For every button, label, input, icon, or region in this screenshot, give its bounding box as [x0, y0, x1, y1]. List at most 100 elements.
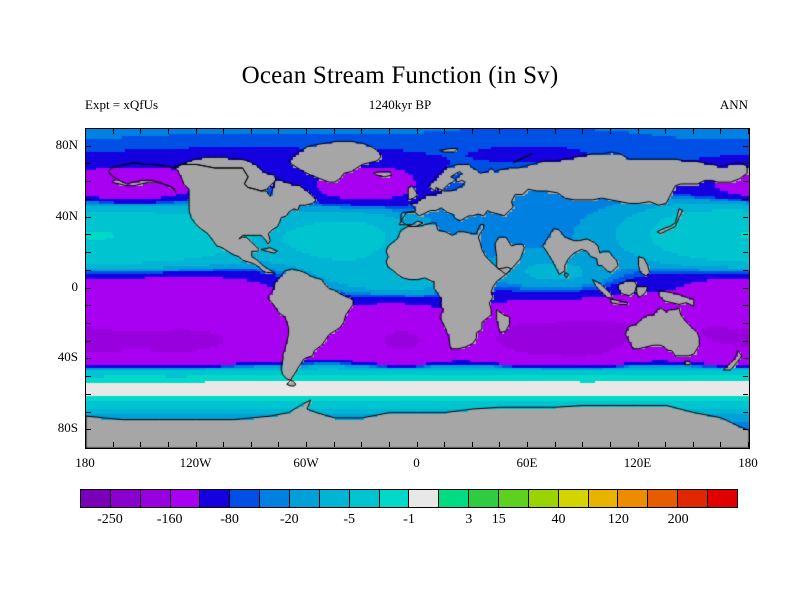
- colorbar-tick-label: -250: [97, 512, 123, 527]
- axis-tick: [554, 442, 556, 447]
- axis-tick: [86, 376, 91, 378]
- axis-tick: [444, 129, 446, 134]
- colorbar-band: [110, 490, 141, 507]
- axis-tick: [743, 411, 748, 413]
- colorbar-band: [140, 490, 171, 507]
- colorbar-tick-label: -1: [403, 512, 415, 527]
- axis-tick: [140, 442, 142, 447]
- axis-tick: [86, 269, 91, 271]
- colorbar-band: [528, 490, 559, 507]
- map-plot-area: [85, 128, 750, 449]
- axis-tick: [582, 442, 584, 447]
- axis-tick: [637, 442, 639, 447]
- longitude-tick-label: 120E: [623, 455, 652, 470]
- axis-tick: [167, 442, 169, 447]
- axis-tick: [278, 129, 280, 134]
- axis-tick: [86, 216, 91, 218]
- axis-tick: [471, 442, 473, 447]
- axis-tick: [609, 129, 611, 134]
- colorbar-band: [499, 490, 529, 507]
- axis-tick: [85, 129, 86, 134]
- axis-tick: [692, 129, 694, 134]
- axis-tick: [743, 376, 748, 378]
- colorbar: [80, 489, 738, 508]
- axis-tick: [743, 269, 748, 271]
- colorbar-band: [290, 490, 320, 507]
- page-title: Ocean Stream Function (in Sv): [241, 62, 559, 89]
- colorbar-band: [260, 490, 291, 507]
- colorbar-band: [81, 490, 111, 507]
- axis-tick: [167, 129, 169, 134]
- axis-tick: [527, 129, 528, 134]
- colorbar-band: [230, 490, 261, 507]
- axis-tick: [743, 340, 748, 342]
- axis-tick: [748, 129, 749, 134]
- axis-tick: [86, 145, 91, 147]
- axis-tick: [250, 442, 252, 447]
- axis-tick: [306, 442, 307, 447]
- longitude-tick-label: 60E: [516, 455, 538, 470]
- axis-tick: [86, 411, 91, 413]
- axis-tick: [333, 129, 335, 134]
- axis-tick: [361, 442, 363, 447]
- figure-subtitle: 1240kyr BP: [368, 97, 432, 112]
- experiment-label: Expt = xQfUs: [85, 97, 159, 112]
- axis-tick: [85, 442, 86, 447]
- colorbar-band: [618, 490, 649, 507]
- axis-tick: [112, 442, 114, 447]
- axis-tick: [743, 393, 748, 395]
- axis-tick: [86, 181, 91, 183]
- axis-tick: [388, 129, 390, 134]
- longitude-tick-label: 120W: [179, 455, 212, 470]
- colorbar-tick-labels: -250 -160 -80 -20 -5 -1 3 15 40 120 200: [0, 512, 800, 534]
- axis-tick: [416, 129, 418, 134]
- latitude-tick-label: 40N: [55, 207, 78, 223]
- colorbar-band: [439, 490, 470, 507]
- axis-tick: [361, 129, 363, 134]
- colorbar-band: [379, 490, 410, 507]
- axis-tick: [86, 322, 91, 324]
- season-label: ANN: [719, 97, 748, 112]
- colorbar-band: [648, 490, 679, 507]
- colorbar-tick-label: 15: [491, 512, 506, 527]
- axis-tick: [554, 129, 556, 134]
- colorbar-band: [558, 490, 589, 507]
- latitude-tick-label: 0: [71, 278, 79, 294]
- axis-tick: [499, 129, 501, 134]
- axis-tick: [195, 442, 197, 447]
- axis-tick: [743, 305, 748, 307]
- latitude-tick-label: 40S: [57, 349, 78, 365]
- ocean-stream-function-map: [86, 129, 749, 448]
- axis-tick: [743, 163, 748, 165]
- axis-tick: [195, 129, 197, 134]
- axis-tick: [743, 216, 748, 218]
- axis-tick: [86, 287, 91, 289]
- axis-tick: [86, 358, 91, 360]
- axis-tick: [499, 442, 501, 447]
- axis-tick: [637, 129, 639, 134]
- axis-tick: [527, 442, 528, 447]
- axis-tick: [306, 129, 307, 134]
- axis-tick: [665, 129, 667, 134]
- longitude-tick-label: 0: [413, 455, 420, 470]
- colorbar-band: [170, 490, 201, 507]
- axis-tick: [471, 129, 473, 134]
- axis-tick: [743, 181, 748, 183]
- axis-tick: [416, 442, 418, 447]
- axis-tick: [86, 340, 91, 342]
- axis-tick: [743, 198, 748, 200]
- axis-tick: [665, 442, 667, 447]
- longitude-tick-label: 180: [738, 455, 758, 470]
- colorbar-band: [349, 490, 380, 507]
- axis-tick: [86, 198, 91, 200]
- longitude-tick-label: 60W: [293, 455, 319, 470]
- axis-tick: [444, 442, 446, 447]
- axis-tick: [388, 442, 390, 447]
- colorbar-band: [319, 490, 350, 507]
- colorbar-tick-label: 40: [551, 512, 566, 527]
- axis-tick: [86, 234, 91, 236]
- axis-tick: [223, 442, 225, 447]
- axis-tick: [223, 129, 225, 134]
- colorbar-tick-label: -80: [220, 512, 239, 527]
